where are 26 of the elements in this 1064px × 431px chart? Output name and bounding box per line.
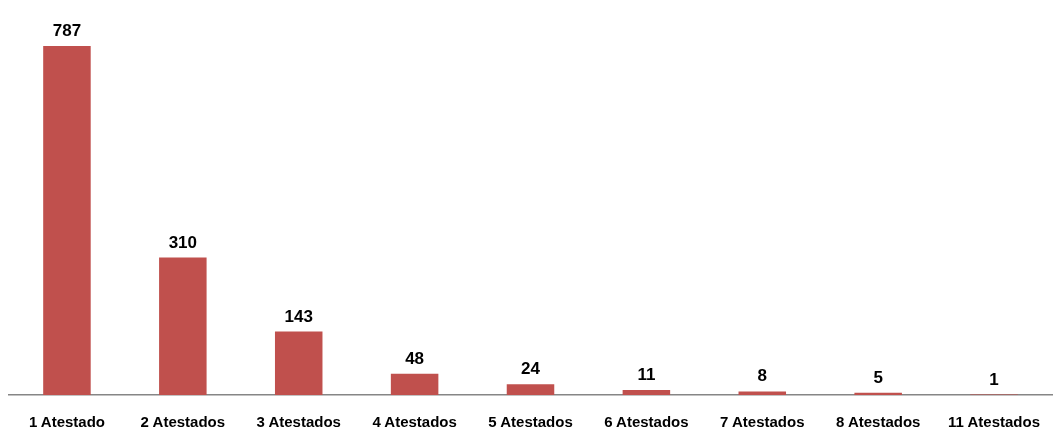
bar (506, 384, 555, 395)
data-label: 24 (521, 359, 541, 379)
data-label: 787 (52, 21, 82, 40)
bar (43, 46, 91, 395)
bar (159, 257, 207, 395)
bar (622, 390, 671, 395)
data-label: 310 (168, 232, 198, 252)
data-label: 5 (873, 367, 883, 387)
x-tick-label: 1 Atestado (28, 413, 106, 431)
data-label: 48 (405, 348, 425, 368)
x-tick-label: 7 Atestados (720, 413, 805, 431)
bar (390, 373, 439, 395)
x-tick-label: 6 Atestados (604, 413, 689, 431)
data-label: 11 (637, 365, 656, 385)
bar (738, 391, 787, 395)
data-label: 143 (284, 306, 313, 326)
data-label: 8 (757, 366, 768, 386)
x-tick-label: 8 Atestados (835, 413, 921, 431)
x-tick-label: 4 Atestados (372, 413, 457, 431)
data-label: 1 (989, 369, 999, 389)
x-tick-label: 2 Atestados (140, 413, 226, 431)
bar (854, 392, 902, 395)
x-tick-label: 3 Atestados (256, 413, 341, 431)
x-tick-label: 11 Atestados (948, 413, 1041, 431)
x-tick-label: 5 Atestados (488, 413, 573, 431)
bar (274, 331, 323, 395)
